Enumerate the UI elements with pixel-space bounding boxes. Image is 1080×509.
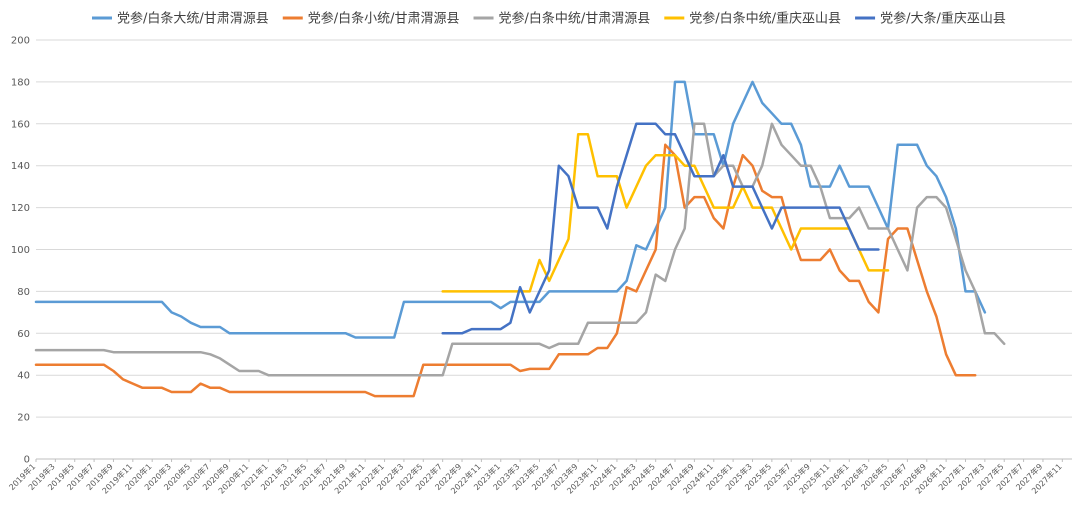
series-lines xyxy=(34,80,1006,398)
legend-label: 党参/大条/重庆巫山县 xyxy=(880,11,1006,27)
y-tick-label: 80 xyxy=(17,287,30,298)
legend-item-1: 党参/白条大统/甘肃渭源县 xyxy=(92,11,269,27)
legend-item-5: 党参/大条/重庆巫山县 xyxy=(855,11,1006,27)
y-tick-label: 60 xyxy=(17,329,30,340)
y-tick-label: 20 xyxy=(17,413,30,424)
series-line-1 xyxy=(34,80,987,339)
y-axis-ticks: 0 20 40 60 80 100 120 140 160 180 200 xyxy=(11,36,30,466)
x-axis-ticks: 2019年12019年32019年52019年72019年92019年11202… xyxy=(7,459,1064,496)
legend-item-2: 党参/白条小统/甘肃渭源县 xyxy=(282,11,460,27)
legend-label: 党参/白条大统/甘肃渭源县 xyxy=(117,11,269,27)
y-tick-label: 0 xyxy=(24,455,30,466)
y-tick-label: 120 xyxy=(11,203,30,214)
y-tick-label: 140 xyxy=(11,161,30,172)
legend: 党参/白条大统/甘肃渭源县 党参/白条小统/甘肃渭源县 党参/白条中统/甘肃渭源县 党… xyxy=(92,11,1006,27)
legend-item-3: 党参/白条中统/甘肃渭源县 xyxy=(473,11,651,27)
legend-item-4: 党参/白条中统/重庆巫山县 xyxy=(664,11,841,27)
legend-label: 党参/白条中统/甘肃渭源县 xyxy=(499,11,651,27)
legend-label: 党参/白条小统/甘肃渭源县 xyxy=(308,11,460,27)
y-tick-label: 40 xyxy=(17,371,30,382)
series-line-4 xyxy=(441,133,890,293)
legend-label: 党参/白条中统/重庆巫山县 xyxy=(689,11,841,27)
gridlines xyxy=(36,39,1072,460)
series-line-3 xyxy=(34,122,1006,377)
series-line-5 xyxy=(441,122,880,335)
y-tick-label: 180 xyxy=(11,77,30,88)
y-tick-label: 100 xyxy=(11,245,30,256)
y-tick-label: 200 xyxy=(11,36,30,47)
series-line-2 xyxy=(34,143,977,398)
y-tick-label: 160 xyxy=(11,119,30,130)
